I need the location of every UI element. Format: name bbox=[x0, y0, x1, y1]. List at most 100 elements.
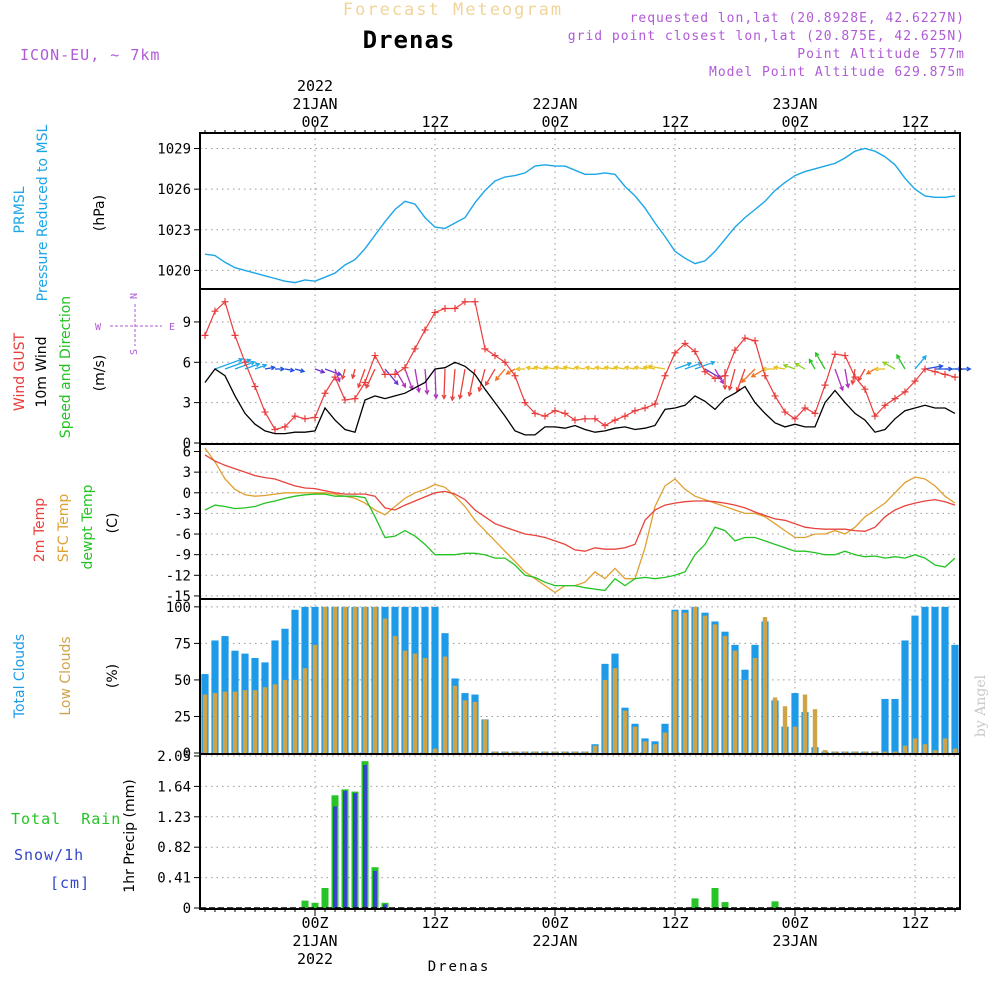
gust-marker bbox=[931, 368, 939, 376]
gust-marker bbox=[791, 415, 799, 423]
wind-arrow-head bbox=[357, 383, 362, 389]
gust-marker bbox=[291, 412, 299, 420]
snow-bar bbox=[383, 904, 387, 908]
gust-marker bbox=[561, 409, 569, 417]
wind-arrow-head bbox=[845, 383, 851, 389]
ytick-label: 75 bbox=[174, 636, 191, 652]
ytick-label: -9 bbox=[174, 548, 191, 564]
wind-arrow bbox=[414, 368, 420, 392]
wind-arrow-head bbox=[250, 360, 256, 366]
low-cloud-bar bbox=[392, 636, 398, 753]
total-cloud-bar bbox=[951, 644, 959, 753]
total-cloud-bar bbox=[931, 606, 939, 753]
wind-arrow-head bbox=[401, 382, 407, 389]
low-cloud-bar bbox=[212, 693, 218, 753]
low-cloud-bar bbox=[872, 751, 878, 753]
label-10m-wind: 10m Wind bbox=[34, 336, 50, 407]
low-cloud-bar bbox=[802, 694, 808, 753]
wind-arrow bbox=[774, 366, 786, 370]
low-cloud-bar bbox=[562, 751, 568, 753]
low-cloud-bar bbox=[672, 611, 678, 753]
wind-arrow bbox=[595, 366, 606, 370]
panel-frame bbox=[199, 753, 961, 910]
total-cloud-bar bbox=[791, 693, 799, 753]
gust-marker bbox=[321, 389, 329, 397]
low-cloud-bar bbox=[432, 748, 438, 753]
gust-marker bbox=[641, 404, 649, 412]
top-time-label: 00Z bbox=[781, 113, 808, 131]
low-cloud-bar bbox=[722, 636, 728, 753]
low-cloud-bar bbox=[462, 700, 468, 753]
compass-east: E bbox=[169, 322, 175, 333]
gust-marker bbox=[631, 407, 639, 415]
rain-bar bbox=[311, 902, 319, 908]
gust-marker bbox=[831, 350, 839, 358]
gust-marker bbox=[501, 358, 509, 366]
wind-arrow-head bbox=[850, 380, 856, 386]
wind-arrow-head bbox=[505, 370, 511, 375]
gust-marker bbox=[941, 370, 949, 378]
gust-marker bbox=[581, 415, 589, 423]
wind-arrow-head bbox=[727, 385, 733, 392]
wind-arrow-head bbox=[262, 363, 268, 369]
low-cloud-bar bbox=[952, 748, 958, 753]
wind-arrow bbox=[254, 364, 267, 370]
low-cloud-bar bbox=[612, 668, 618, 753]
wind-arrow bbox=[614, 366, 626, 370]
low-cloud-bar bbox=[232, 691, 238, 753]
gust-marker bbox=[471, 298, 479, 306]
wind-arrow bbox=[866, 368, 876, 375]
low-cloud-bar bbox=[322, 606, 328, 753]
ytick-label: 0.41 bbox=[157, 871, 191, 887]
low-cloud-bar bbox=[452, 685, 458, 753]
wind-arrow bbox=[451, 368, 456, 401]
wind-arrow-head bbox=[740, 378, 746, 384]
wind-arrow bbox=[459, 368, 466, 399]
gust-marker bbox=[351, 395, 359, 403]
wind-arrow bbox=[857, 368, 866, 381]
wind-arrow-head bbox=[542, 365, 549, 371]
ytick-label: 1023 bbox=[157, 223, 191, 239]
wind-arrow-head bbox=[393, 380, 399, 386]
wind-arrow bbox=[485, 368, 496, 386]
rain-bar bbox=[321, 887, 329, 908]
wind-arrow bbox=[334, 368, 341, 382]
label-wind-gust: Wind GUST bbox=[12, 332, 28, 411]
gust-marker bbox=[301, 415, 309, 423]
wind-arrow bbox=[284, 368, 294, 372]
low-cloud-bar bbox=[502, 751, 508, 753]
wind-arrow-head bbox=[351, 374, 356, 380]
place-title: Drenas bbox=[363, 26, 456, 54]
wind-arrow bbox=[684, 362, 702, 370]
gust-marker bbox=[211, 307, 219, 315]
compass-north: N bbox=[129, 293, 140, 299]
wind-arrow-head bbox=[633, 365, 639, 371]
wind-arrow-head bbox=[717, 374, 723, 380]
gust-marker bbox=[741, 334, 749, 342]
label-sfc-temp: SFC Temp bbox=[56, 494, 72, 563]
top-time-label: 12Z bbox=[421, 113, 448, 131]
gust-marker bbox=[451, 304, 459, 312]
top-time-label: 21JAN bbox=[292, 95, 337, 113]
product-title: Forecast Meteogram bbox=[343, 0, 563, 20]
low-cloud-bar bbox=[492, 751, 498, 753]
gust-marker bbox=[551, 407, 559, 415]
wind-arrow bbox=[674, 362, 692, 370]
low-cloud-bar bbox=[842, 751, 848, 753]
total-cloud-bar bbox=[911, 615, 919, 753]
top-time-label: 22JAN bbox=[532, 95, 577, 113]
label-low-clouds: Low Clouds bbox=[58, 636, 74, 715]
wind-arrow-head bbox=[450, 396, 456, 402]
ytick-label: 6 bbox=[183, 355, 191, 371]
wind-arrow bbox=[634, 366, 646, 370]
wind-arrow bbox=[585, 366, 596, 370]
point-altitude: Point Altitude 577m bbox=[797, 47, 965, 62]
bottom-time-label: 12Z bbox=[661, 914, 688, 932]
bottom-time-label: 00Z bbox=[781, 914, 808, 932]
low-cloud-bar bbox=[772, 697, 778, 753]
total-cloud-bar bbox=[891, 698, 899, 753]
sfc-temp-line bbox=[204, 447, 956, 594]
temp2m-line bbox=[204, 454, 956, 552]
low-cloud-bar bbox=[252, 690, 258, 753]
ytick-label: 1.23 bbox=[157, 810, 191, 826]
